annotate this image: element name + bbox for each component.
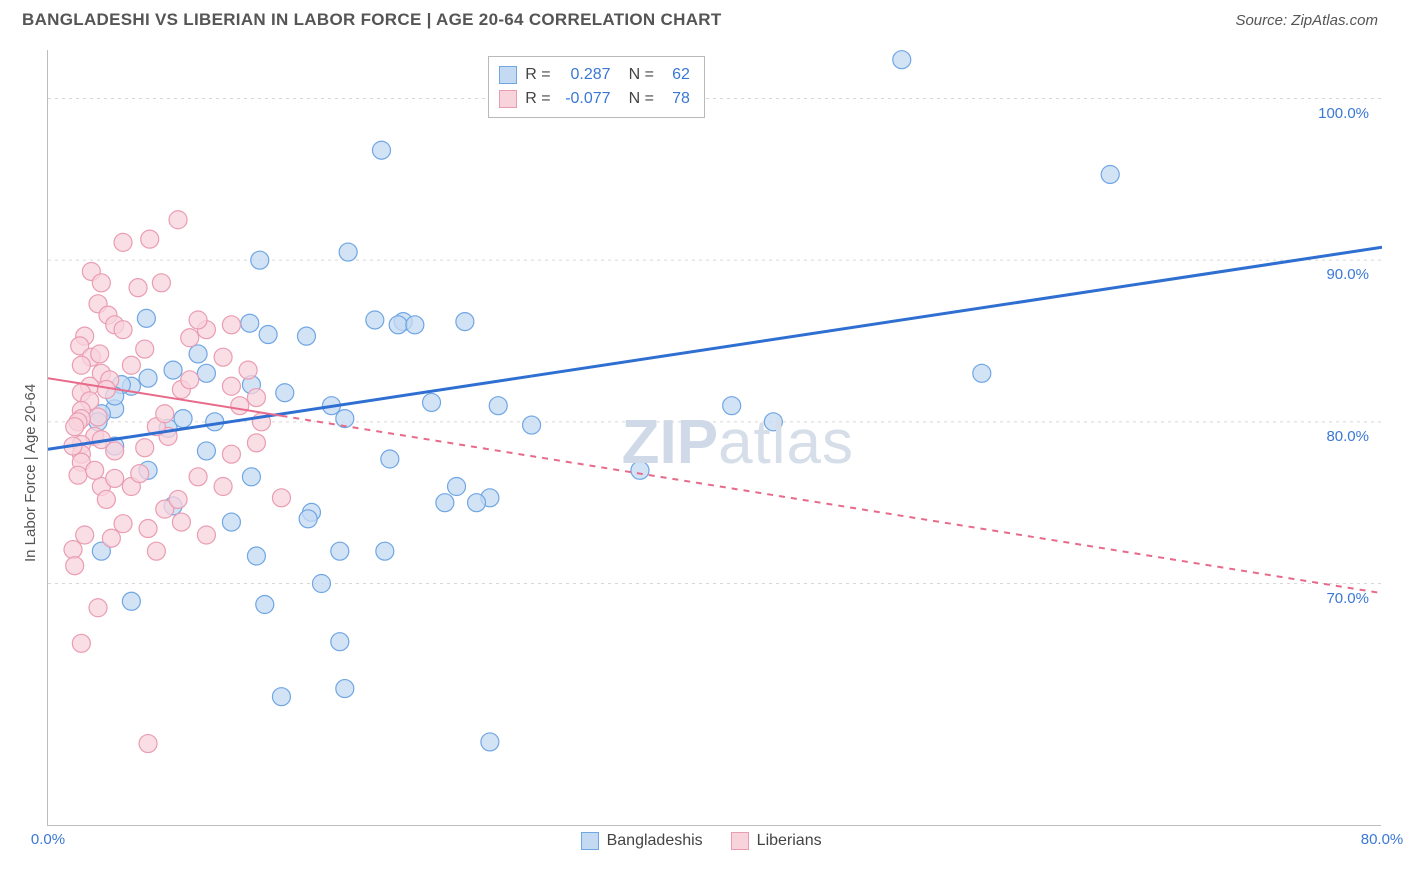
legend-label: Liberians xyxy=(757,832,822,850)
y-tick-label: 80.0% xyxy=(1326,428,1369,445)
n-value: 78 xyxy=(662,87,690,111)
r-label: R = xyxy=(525,63,550,87)
chart-plot-area: ZIPatlas R =0.287N =62R =-0.077N =78 70.… xyxy=(47,50,1381,826)
y-axis-label: In Labor Force | Age 20-64 xyxy=(22,384,39,562)
series-swatch xyxy=(499,90,517,108)
r-label: R = xyxy=(525,87,550,111)
series-swatch xyxy=(499,66,517,84)
r-value: 0.287 xyxy=(559,63,611,87)
y-tick-label: 70.0% xyxy=(1326,590,1369,607)
legend-item: Liberians xyxy=(731,832,822,850)
y-tick-label: 100.0% xyxy=(1318,105,1369,122)
chart-title: BANGLADESHI VS LIBERIAN IN LABOR FORCE |… xyxy=(22,10,722,30)
scatter-plot-svg xyxy=(48,50,1382,826)
n-value: 62 xyxy=(662,63,690,87)
source-attribution: Source: ZipAtlas.com xyxy=(1235,12,1378,29)
chart-header: BANGLADESHI VS LIBERIAN IN LABOR FORCE |… xyxy=(0,0,1406,38)
series-swatch xyxy=(731,832,749,850)
stats-row: R = -0.077 N = 78 xyxy=(499,87,690,111)
n-label: N = xyxy=(629,87,654,111)
x-tick-label: 0.0% xyxy=(31,831,65,848)
x-tick-label: 80.0% xyxy=(1361,831,1404,848)
series-swatch xyxy=(581,832,599,850)
legend-item: Bangladeshis xyxy=(581,832,703,850)
legend-bottom: Bangladeshis Liberians xyxy=(581,832,822,850)
stats-row: R = 0.287 N = 62 xyxy=(499,63,690,87)
r-value: -0.077 xyxy=(559,87,611,111)
legend-label: Bangladeshis xyxy=(607,832,703,850)
n-label: N = xyxy=(629,63,654,87)
y-tick-label: 90.0% xyxy=(1326,266,1369,283)
correlation-stats-box: R = 0.287 N = 62 R = -0.077 N = 78 xyxy=(488,56,705,118)
